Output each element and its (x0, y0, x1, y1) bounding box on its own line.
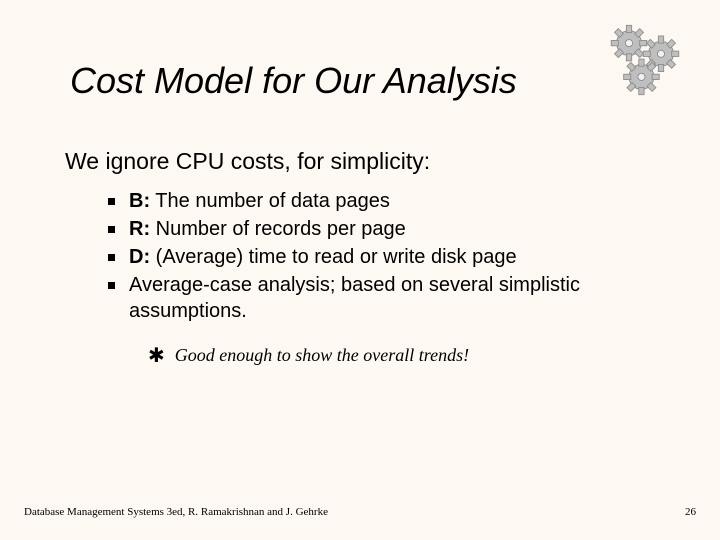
gears-icon (600, 20, 690, 100)
footer-citation: Database Management Systems 3ed, R. Rama… (24, 506, 328, 518)
bullet-list: B: The number of data pages R: Number of… (108, 188, 660, 326)
star-icon: ✱ (148, 346, 165, 366)
bullet-text: Average-case analysis; based on several … (129, 272, 660, 324)
list-item: R: Number of records per page (108, 216, 660, 242)
list-item: Average-case analysis; based on several … (108, 272, 660, 324)
bullet-text: D: (Average) time to read or write disk … (129, 244, 660, 270)
slide-title: Cost Model for Our Analysis (70, 60, 517, 102)
bullet-icon (108, 226, 115, 233)
slide-subtitle: We ignore CPU costs, for simplicity: (65, 148, 430, 175)
bullet-text: B: The number of data pages (129, 188, 660, 214)
note: ✱ Good enough to show the overall trends… (148, 345, 469, 366)
slide: Cost Model for Our Analysis We ignore CP… (0, 0, 720, 540)
page-number: 26 (685, 506, 696, 518)
list-item: D: (Average) time to read or write disk … (108, 244, 660, 270)
list-item: B: The number of data pages (108, 188, 660, 214)
bullet-icon (108, 282, 115, 289)
note-text: Good enough to show the overall trends! (175, 345, 469, 366)
bullet-icon (108, 254, 115, 261)
bullet-icon (108, 198, 115, 205)
bullet-text: R: Number of records per page (129, 216, 660, 242)
